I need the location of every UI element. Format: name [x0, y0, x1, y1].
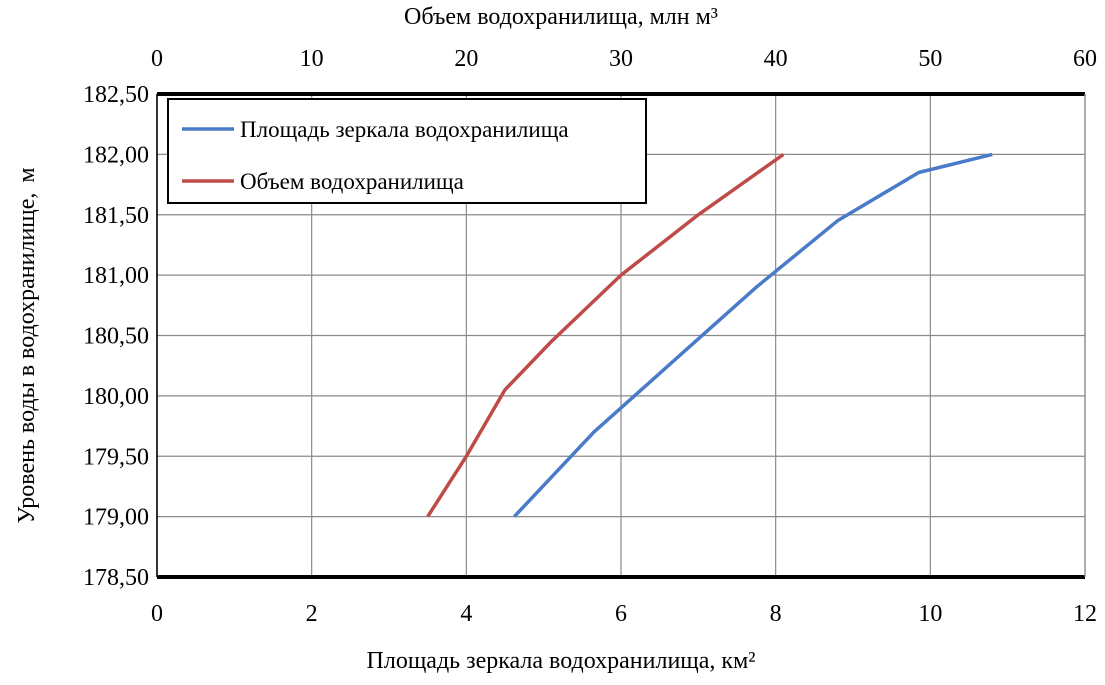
x-bottom-tick-label: 2: [306, 601, 318, 627]
x-top-tick-label: 50: [918, 46, 942, 72]
x-bottom-tick-label: 0: [151, 601, 163, 627]
series-lines: [426, 152, 993, 518]
series-line-volume: [426, 152, 785, 518]
x-bottom-tick-label: 12: [1073, 601, 1097, 627]
x-top-tick-label: 30: [609, 46, 633, 72]
y-tick-label: 180,00: [83, 384, 149, 410]
x-top-tick-label: 40: [764, 46, 788, 72]
y-axis-title: Уровень воды в водохранилище,м: [14, 167, 40, 523]
x-bottom-tick-label: 4: [460, 601, 472, 627]
x-bottom-tick-label: 10: [918, 601, 942, 627]
x-bottom-tick-label: 8: [770, 601, 782, 627]
bottom-axis-title: Площадь зеркала водохранилища, км²: [367, 648, 756, 674]
y-tick-label: 178,50: [83, 565, 149, 591]
tick-labels: 0 2 4 6 8 10 12 178,50 179,00 179,50 180,00 180,50 1…: [83, 46, 1097, 627]
y-tick-label: 181,50: [83, 203, 149, 229]
plot-frame: [156, 92, 1086, 579]
y-tick-label: 180,50: [83, 324, 149, 350]
y-tick-label: 182,50: [83, 82, 149, 108]
top-axis-title: Объем водохранилища, млн м³: [404, 4, 718, 30]
y-tick-label: 181,00: [83, 263, 149, 289]
x-top-tick-label: 10: [300, 46, 324, 72]
series-line-area: [513, 152, 993, 518]
x-top-tick-label: 20: [454, 46, 478, 72]
legend-label-area: Площадь зеркала водохранилища: [240, 117, 569, 142]
x-top-tick-label: 60: [1073, 46, 1097, 72]
x-top-tick-label: 0: [151, 46, 163, 72]
legend-box: [167, 98, 647, 204]
y-tick-label: 179,50: [83, 444, 149, 470]
legend: Площадь зеркала водохранилища Объем водо…: [167, 98, 647, 204]
y-tick-label: 179,00: [83, 505, 149, 531]
x-bottom-tick-label: 6: [615, 601, 627, 627]
y-tick-label: 182,00: [83, 142, 149, 168]
legend-label-volume: Объем водохранилища: [240, 169, 464, 194]
